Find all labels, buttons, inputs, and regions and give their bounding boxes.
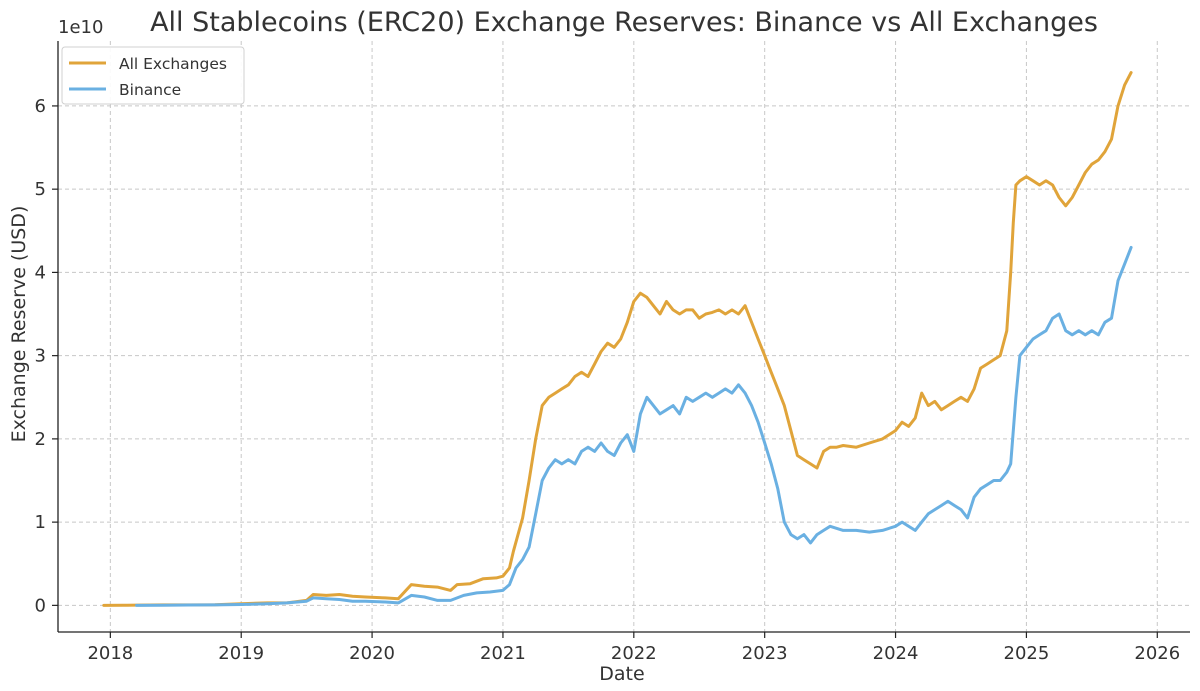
- x-axis-ticks: 2018 2019 2020 2021 2022 2023 2024 2025 2026: [87, 632, 1180, 664]
- y-tick-label: 4: [35, 262, 46, 283]
- legend: All Exchanges Binance: [61, 46, 245, 105]
- y-tick-label: 1: [35, 512, 46, 533]
- y-tick-label: 2: [35, 429, 46, 450]
- series-lines: [102, 71, 1133, 607]
- y-tick-label: 3: [35, 346, 46, 367]
- legend-box: [61, 46, 245, 105]
- y-axis-label: Exchange Reserve (USD): [8, 206, 30, 443]
- x-tick-label: 2018: [87, 643, 133, 664]
- series-line-binance: [135, 245, 1133, 607]
- x-tick-label: 2023: [742, 643, 788, 664]
- x-tick-label: 2024: [873, 643, 919, 664]
- y-tick-label: 6: [35, 96, 46, 117]
- x-tick-label: 2025: [1004, 643, 1050, 664]
- x-tick-label: 2020: [349, 643, 395, 664]
- x-tick-label: 2026: [1134, 643, 1180, 664]
- x-tick-label: 2021: [480, 643, 526, 664]
- y-tick-label: 5: [35, 179, 46, 200]
- x-tick-label: 2022: [611, 643, 657, 664]
- y-tick-label: 0: [35, 595, 46, 616]
- legend-label-all-exchanges: All Exchanges: [119, 55, 227, 73]
- x-axis-label: Date: [599, 663, 644, 685]
- grid-lines: [58, 41, 1190, 632]
- x-tick-label: 2019: [218, 643, 264, 664]
- y-offset-text: 1e10: [58, 17, 103, 38]
- chart-title: All Stablecoins (ERC20) Exchange Reserve…: [150, 7, 1098, 38]
- series-line-all-exchanges: [102, 71, 1133, 607]
- y-axis-ticks: 0 1 2 3 4 5 6: [35, 96, 58, 616]
- legend-label-binance: Binance: [119, 81, 181, 99]
